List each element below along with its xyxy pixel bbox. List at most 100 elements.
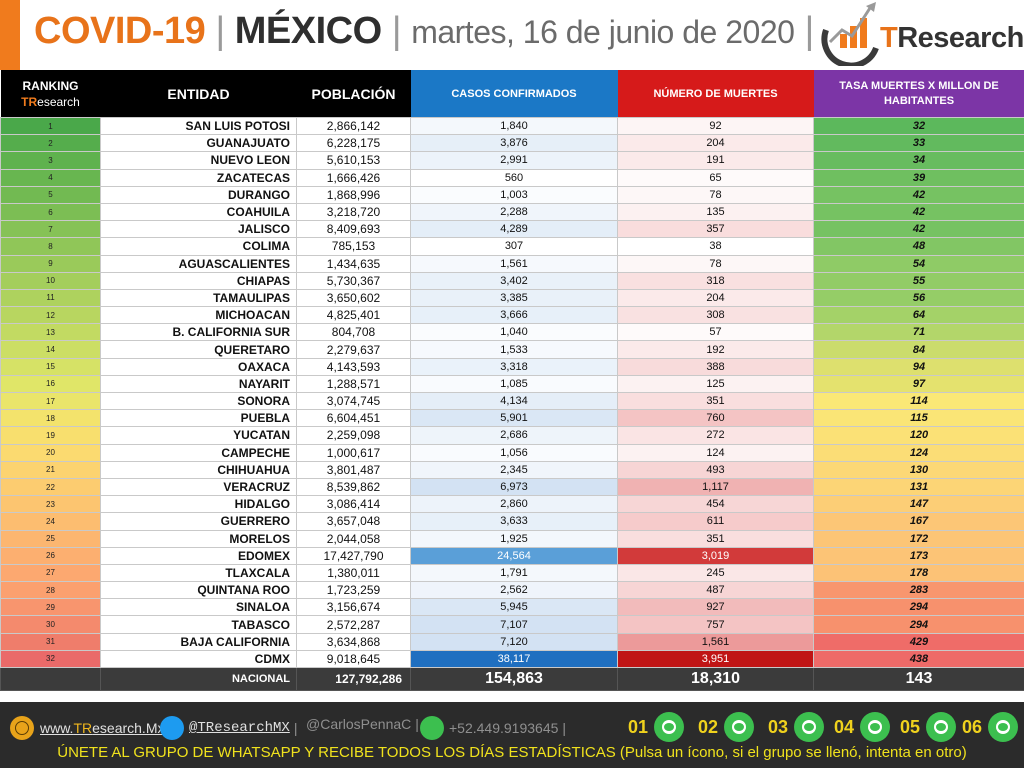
cell-tasa: 55 — [813, 271, 1024, 290]
whatsapp-icon[interactable] — [654, 712, 685, 742]
whatsapp-icon[interactable] — [988, 712, 1019, 742]
cell-muertes: 245 — [617, 563, 814, 583]
cell-tasa: 124 — [813, 443, 1024, 462]
cell-tasa: 294 — [813, 598, 1024, 617]
whatsapp-group-05[interactable]: 05 — [900, 712, 957, 742]
cell-poblacion: 8,409,693 — [296, 220, 411, 239]
whatsapp-icon[interactable] — [724, 712, 755, 742]
cell-muertes: 78 — [617, 254, 814, 273]
cell-muertes: 760 — [617, 409, 814, 428]
whatsapp-group-06[interactable]: 06 — [962, 712, 1019, 742]
cell-entidad: SAN LUIS POTOSI — [100, 116, 297, 136]
whatsapp-icon[interactable] — [794, 712, 825, 742]
cell-casos: 2,562 — [410, 581, 618, 600]
twitter-link[interactable]: @TResearchMX | — [160, 716, 297, 740]
title-separator: | — [804, 10, 814, 52]
cell-rank: 11 — [0, 288, 101, 308]
table-row: 17 SONORA 3,074,745 4,134 351 114 — [0, 391, 1024, 411]
phone-number[interactable]: +52.449.9193645 — [449, 720, 559, 736]
header-ranking-rest: esearch — [37, 94, 80, 109]
cell-poblacion: 4,143,593 — [296, 357, 411, 376]
table-row: 21 CHIHUAHUA 3,801,487 2,345 493 130 — [0, 460, 1024, 479]
table-row: 32 CDMX 9,018,645 38,117 3,951 438 — [0, 649, 1024, 669]
group-number: 06 — [962, 716, 983, 737]
total-row: NACIONAL 127,792,286 154,863 18,310 143 — [0, 667, 1024, 691]
footer-separator: | — [562, 720, 567, 736]
cell-poblacion: 1,000,617 — [296, 443, 411, 462]
whatsapp-group-02[interactable]: 02 — [698, 712, 755, 742]
cell-poblacion: 804,708 — [296, 323, 411, 342]
cell-entidad: YUCATAN — [100, 426, 297, 445]
cell-muertes: 493 — [617, 460, 814, 479]
twitter2-handle[interactable]: @CarlosPennaC — [306, 716, 412, 732]
cell-casos: 1,925 — [410, 529, 618, 548]
cell-casos: 1,840 — [410, 116, 618, 136]
footer-separator: | — [293, 720, 298, 736]
title-covid: COVID-19 — [34, 10, 206, 52]
group-number: 01 — [628, 716, 649, 737]
table-row: 12 MICHOACAN 4,825,401 3,666 308 64 — [0, 306, 1024, 325]
twitter-handle[interactable]: @TResearchMX — [189, 720, 290, 736]
ranking-table: RANKING TResearch ENTIDAD POBLACIÓN CASO… — [0, 70, 1024, 691]
cell-entidad: TABASCO — [100, 615, 297, 634]
cell-entidad: BAJA CALIFORNIA — [100, 632, 297, 651]
cell-rank: 17 — [0, 391, 101, 411]
cell-muertes: 135 — [617, 202, 814, 222]
phone-link[interactable]: +52.449.9193645 | — [420, 716, 566, 740]
cell-rank: 28 — [0, 581, 101, 600]
whatsapp-icon[interactable] — [860, 712, 891, 742]
cell-poblacion: 5,730,367 — [296, 271, 411, 290]
website-link[interactable]: www.TResearch.Mx | — [10, 716, 172, 740]
cell-entidad: ZACATECAS — [100, 168, 297, 187]
group-number: 04 — [834, 716, 855, 737]
cell-muertes: 351 — [617, 391, 814, 411]
title-separator: | — [391, 10, 402, 52]
table-row: 7 JALISCO 8,409,693 4,289 357 42 — [0, 220, 1024, 239]
cell-tasa: 173 — [813, 546, 1024, 565]
cell-tasa: 48 — [813, 237, 1024, 256]
cell-rank: 25 — [0, 529, 101, 548]
cell-poblacion: 2,259,098 — [296, 426, 411, 445]
cell-muertes: 191 — [617, 151, 814, 170]
cell-rank: 19 — [0, 426, 101, 445]
cell-poblacion: 1,723,259 — [296, 581, 411, 600]
cell-poblacion: 1,288,571 — [296, 374, 411, 394]
twitter2-link[interactable]: @CarlosPennaC | — [306, 716, 419, 732]
table-row: 1 SAN LUIS POTOSI 2,866,142 1,840 92 32 — [0, 116, 1024, 136]
cell-casos: 1,533 — [410, 340, 618, 359]
cell-muertes: 57 — [617, 323, 814, 342]
whatsapp-group-04[interactable]: 04 — [834, 712, 891, 742]
table-row: 10 CHIAPAS 5,730,367 3,402 318 55 — [0, 271, 1024, 290]
cell-entidad: EDOMEX — [100, 546, 297, 565]
cell-casos: 1,040 — [410, 323, 618, 342]
cell-muertes: 308 — [617, 306, 814, 325]
cell-entidad: NAYARIT — [100, 374, 297, 394]
logo-wordmark: TResearch — [880, 22, 1024, 55]
website-prefix: www. — [40, 720, 74, 736]
table-body: 1 SAN LUIS POTOSI 2,866,142 1,840 92 32 2 GUANA… — [0, 116, 1024, 669]
cell-poblacion: 2,279,637 — [296, 340, 411, 359]
cell-rank: 8 — [0, 237, 101, 256]
cell-poblacion: 1,666,426 — [296, 168, 411, 187]
whatsapp-group-03[interactable]: 03 — [768, 712, 825, 742]
cell-entidad: TLAXCALA — [100, 563, 297, 583]
whatsapp-group-01[interactable]: 01 — [628, 712, 685, 742]
table-row: 9 AGUASCALIENTES 1,434,635 1,561 78 54 — [0, 254, 1024, 273]
cell-muertes: 125 — [617, 374, 814, 394]
cell-entidad: CHIAPAS — [100, 271, 297, 290]
cell-muertes: 351 — [617, 529, 814, 548]
cell-casos: 2,288 — [410, 202, 618, 222]
cell-muertes: 78 — [617, 185, 814, 204]
table-row: 18 PUEBLA 6,604,451 5,901 760 115 — [0, 409, 1024, 428]
title-country: MÉXICO — [234, 10, 382, 52]
table-row: 16 NAYARIT 1,288,571 1,085 125 97 — [0, 374, 1024, 394]
cell-tasa: 429 — [813, 632, 1024, 651]
cell-poblacion: 9,018,645 — [296, 649, 411, 669]
website-rest: esearch.Mx — [92, 720, 165, 736]
table-row: 13 B. CALIFORNIA SUR 804,708 1,040 57 71 — [0, 323, 1024, 342]
website-text[interactable]: www.TResearch.Mx — [40, 720, 164, 736]
whatsapp-icon[interactable] — [926, 712, 957, 742]
table-row: 2 GUANAJUATO 6,228,175 3,876 204 33 — [0, 134, 1024, 153]
table-row: 6 COAHUILA 3,218,720 2,288 135 42 — [0, 202, 1024, 222]
cell-rank: 2 — [0, 134, 101, 153]
